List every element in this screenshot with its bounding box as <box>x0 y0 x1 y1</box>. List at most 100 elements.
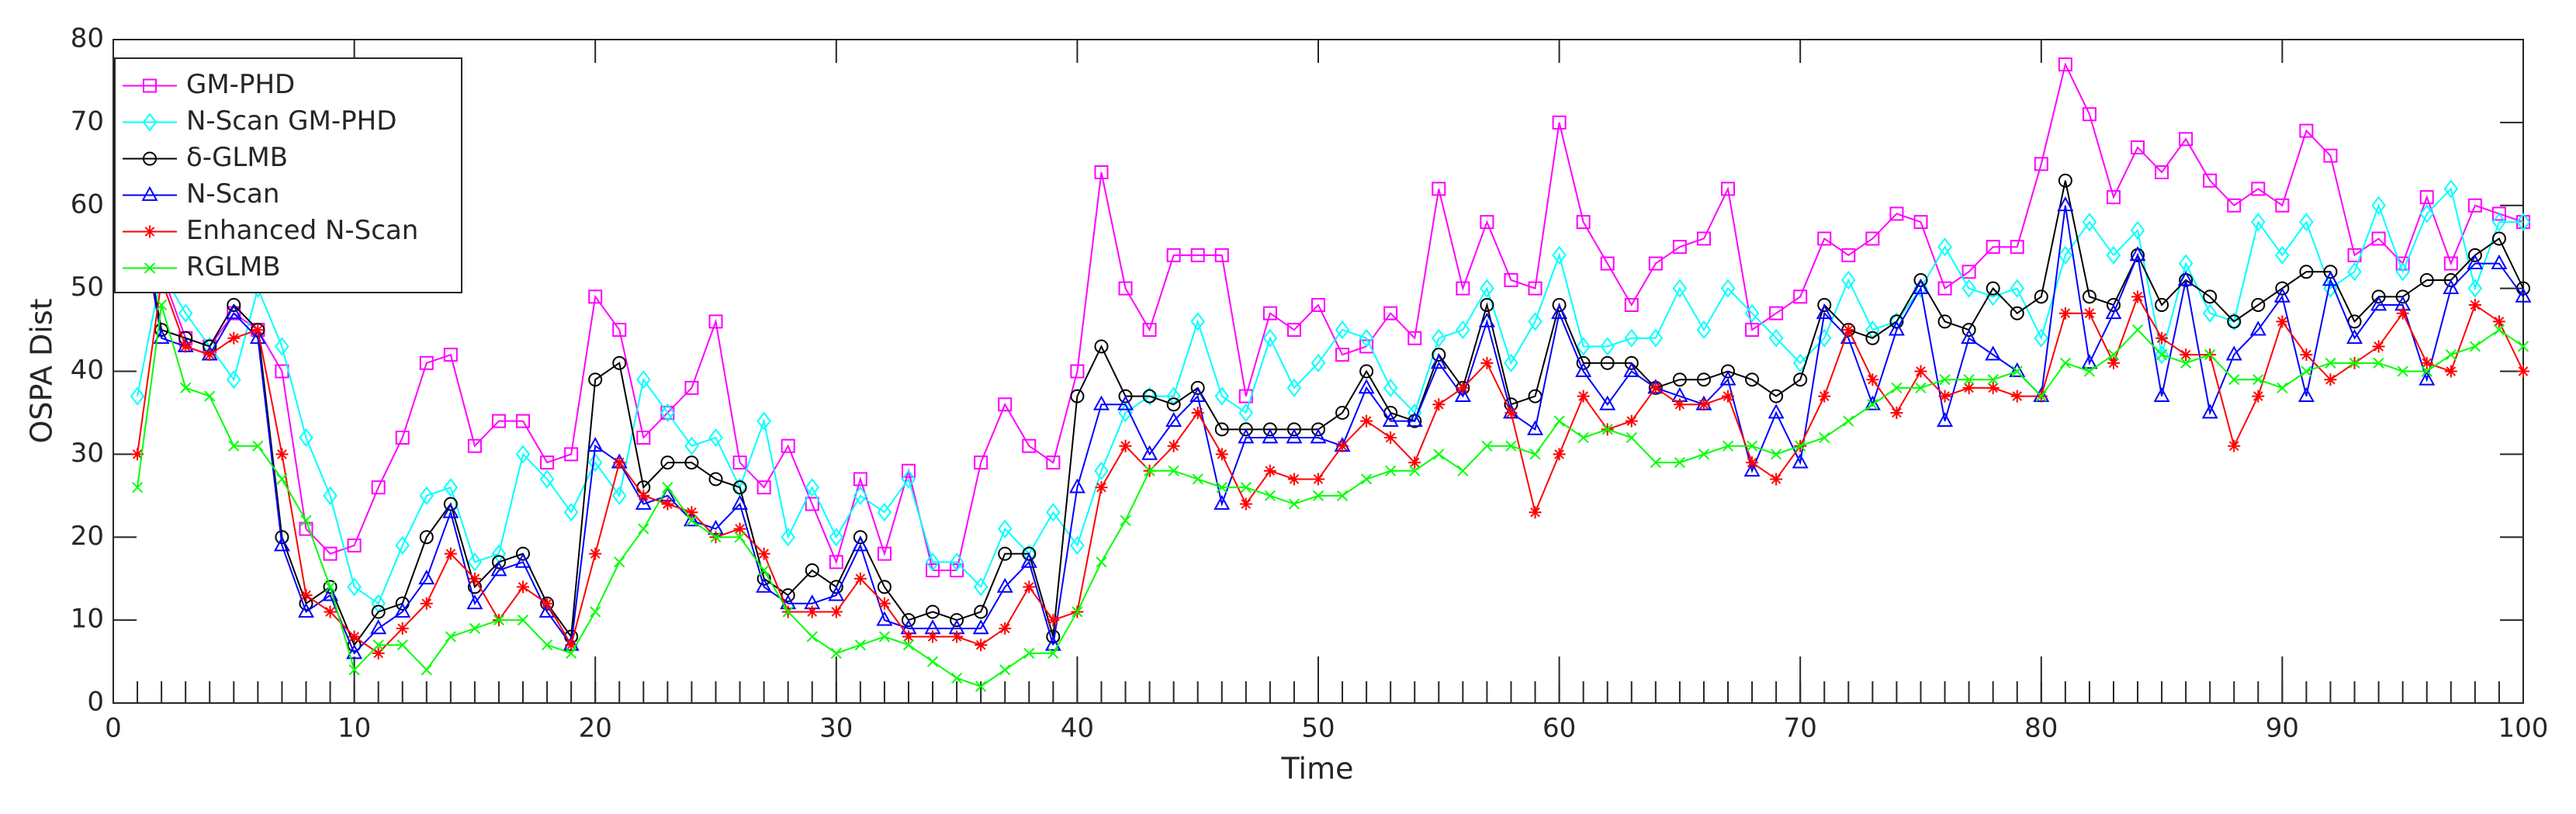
y-tick-label: 60 <box>71 189 104 220</box>
marker <box>468 572 481 585</box>
marker <box>1938 390 1951 403</box>
marker <box>395 535 410 555</box>
marker <box>588 372 603 387</box>
marker <box>225 304 242 320</box>
marker <box>2154 345 2169 365</box>
marker <box>347 538 362 552</box>
marker <box>854 639 866 651</box>
x-tick-label: 60 <box>1542 713 1576 744</box>
marker <box>2491 231 2506 246</box>
marker <box>1432 328 1446 348</box>
marker <box>1600 256 1615 271</box>
marker <box>515 445 531 464</box>
marker <box>757 411 771 431</box>
marker <box>829 605 843 618</box>
marker <box>1985 345 2002 361</box>
marker <box>1624 328 1639 348</box>
marker <box>685 506 698 519</box>
marker <box>999 622 1012 635</box>
marker <box>1359 339 1374 354</box>
marker <box>805 497 819 511</box>
marker <box>1240 482 1252 494</box>
marker <box>1937 237 1952 257</box>
marker <box>443 478 459 497</box>
marker <box>1721 364 1736 379</box>
marker <box>2276 315 2289 328</box>
marker <box>443 348 458 362</box>
marker <box>999 664 1011 676</box>
marker <box>1937 314 1952 329</box>
marker <box>2491 213 2507 232</box>
marker <box>638 523 649 535</box>
marker <box>1480 356 1494 369</box>
marker <box>2277 382 2288 393</box>
marker <box>1576 215 1591 230</box>
marker <box>1867 399 1878 410</box>
marker <box>346 644 363 660</box>
marker <box>2082 213 2097 232</box>
marker <box>2443 272 2458 287</box>
series <box>130 179 2531 613</box>
marker <box>396 639 408 651</box>
marker <box>1696 320 1712 340</box>
marker <box>1430 354 1447 369</box>
marker <box>1626 431 1637 444</box>
marker <box>1769 389 1784 404</box>
marker <box>1648 256 1663 271</box>
marker <box>2467 254 2484 269</box>
marker <box>1986 381 2000 394</box>
marker <box>143 151 157 166</box>
marker <box>130 386 145 406</box>
marker <box>2058 307 2072 320</box>
marker <box>1768 404 1785 419</box>
marker <box>1263 464 1276 477</box>
marker <box>1672 372 1687 387</box>
marker <box>2517 341 2529 352</box>
y-tick-label: 50 <box>71 272 104 303</box>
marker <box>2370 296 2387 311</box>
marker <box>2349 357 2360 369</box>
marker <box>1094 339 1109 354</box>
marker <box>1841 248 1856 262</box>
marker <box>419 530 434 545</box>
marker <box>1070 389 1085 404</box>
marker <box>1672 279 1688 298</box>
marker <box>227 370 241 390</box>
marker <box>877 503 892 522</box>
marker <box>732 455 747 470</box>
marker <box>275 337 289 356</box>
marker <box>2492 315 2505 328</box>
marker <box>613 456 626 469</box>
marker <box>2346 329 2363 345</box>
marker <box>1141 445 1158 460</box>
marker <box>394 602 411 618</box>
marker <box>805 605 819 618</box>
marker <box>853 472 867 487</box>
marker <box>249 329 266 345</box>
marker <box>1168 465 1179 476</box>
marker <box>806 631 818 643</box>
x-tick-label: 0 <box>105 713 122 744</box>
marker <box>1046 503 1061 522</box>
x-tick-label: 50 <box>1301 713 1335 744</box>
marker <box>1383 306 1398 320</box>
marker <box>2083 307 2096 320</box>
marker <box>1504 406 1518 419</box>
y-tick-label: 80 <box>71 23 104 54</box>
marker <box>1142 323 1157 338</box>
marker <box>2203 173 2218 188</box>
marker <box>491 414 506 428</box>
marker <box>2228 374 2240 386</box>
marker <box>1816 304 1833 320</box>
series <box>130 173 2530 653</box>
marker <box>2251 298 2266 312</box>
marker <box>467 552 483 572</box>
marker <box>2275 281 2290 296</box>
marker <box>2107 356 2120 369</box>
marker <box>1335 348 1350 362</box>
marker <box>1336 439 1349 452</box>
marker <box>1843 415 1854 427</box>
marker <box>1600 355 1615 370</box>
marker <box>565 639 578 652</box>
marker <box>323 580 338 594</box>
